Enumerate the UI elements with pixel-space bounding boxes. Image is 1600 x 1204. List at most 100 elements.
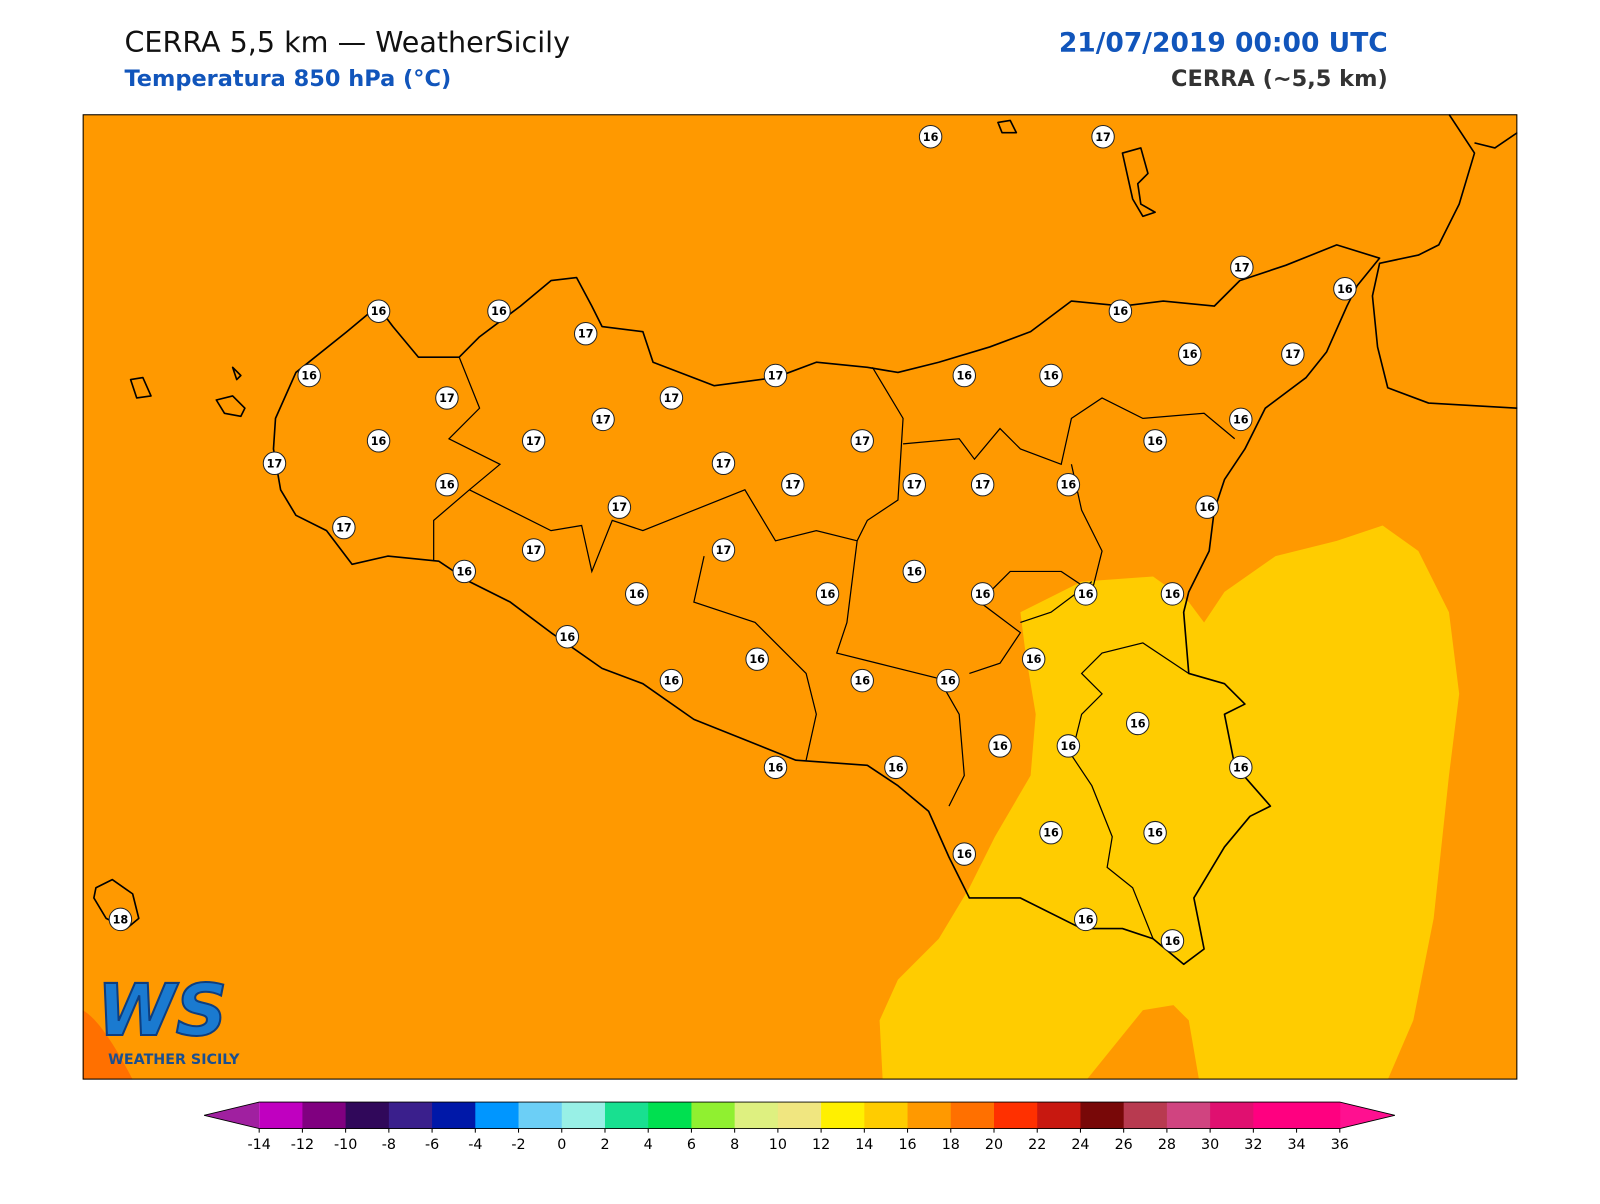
station-value: 17 (716, 457, 732, 470)
colorbar-segment (1210, 1102, 1254, 1129)
station-value: 17 (439, 392, 455, 405)
colorbar-tick-label: 18 (942, 1137, 960, 1153)
province-borders (433, 356, 1236, 940)
station-value: 16 (1043, 827, 1059, 840)
colorbar-tick-label: -2 (511, 1137, 525, 1153)
colorbar-segment (345, 1102, 390, 1129)
station-marker (763, 755, 788, 780)
station-marker (952, 842, 977, 866)
colorbar-segment (518, 1102, 563, 1129)
station-value: 16 (371, 305, 387, 318)
colorbar-segment (1296, 1102, 1341, 1129)
station-value: 16 (1061, 479, 1077, 492)
station-marker (1195, 495, 1219, 519)
colorbar-tick-label: 20 (985, 1137, 1003, 1153)
subtitle: Temperatura 850 hPa (°C) (124, 66, 451, 92)
colorbar-segment (302, 1102, 347, 1129)
station-value: 16 (820, 588, 836, 601)
colorbar-extend-high (1339, 1102, 1395, 1129)
station-value: 16 (940, 675, 956, 688)
station-marker (936, 668, 960, 693)
station-marker (711, 538, 736, 562)
field-18-20 (82, 1010, 133, 1080)
station-marker (435, 386, 459, 410)
colorbar-tick-label: 22 (1028, 1137, 1046, 1153)
station-value: 18 (113, 913, 129, 926)
colorbar-tick-label: 14 (855, 1137, 873, 1153)
station-value: 16 (629, 588, 645, 601)
station-value: 16 (439, 479, 455, 492)
station-marker (815, 582, 840, 606)
station-marker (850, 429, 874, 453)
colorbar-tick-label: -14 (248, 1137, 271, 1153)
station-marker (1039, 820, 1063, 845)
station-value: 16 (1199, 501, 1215, 514)
islands (93, 119, 1156, 930)
stations: 16 17 16 16 17 17 16 16 16 17 17 17 16 16 16 17 17 16 17 17… (108, 125, 1357, 953)
station-marker (902, 472, 927, 497)
station-marker (1333, 277, 1357, 301)
station-marker (970, 582, 995, 606)
colorbar-segment (1253, 1102, 1298, 1129)
station-value: 16 (1147, 435, 1163, 448)
station-marker (521, 429, 546, 453)
logo-caption: WEATHER SICILY (108, 1052, 240, 1068)
station-value: 17 (1285, 348, 1301, 361)
station-marker (555, 625, 580, 649)
station-marker (884, 755, 908, 780)
station-value: 16 (491, 305, 507, 318)
station-marker (332, 515, 356, 540)
station-marker (1126, 711, 1150, 736)
station-value: 17 (526, 435, 542, 448)
station-value: 17 (526, 544, 542, 557)
colorbar-tick-label: 12 (812, 1137, 830, 1153)
map (82, 114, 1518, 1080)
colorbar-segment (821, 1102, 865, 1129)
station-marker (659, 668, 684, 693)
station-marker (1021, 647, 1046, 671)
station-value: 16 (923, 131, 939, 144)
colorbar-segment (691, 1102, 736, 1129)
station-value: 17 (1234, 261, 1250, 274)
station-value: 16 (854, 675, 870, 688)
colorbar-tick-label: 10 (769, 1137, 787, 1153)
station-value: 16 (1061, 740, 1077, 753)
station-value: 16 (560, 631, 576, 644)
station-marker (1160, 929, 1185, 953)
station-marker (573, 321, 598, 346)
station-value: 16 (301, 370, 317, 383)
station-value: 17 (267, 457, 283, 470)
station-marker (1108, 299, 1133, 323)
station-value: 16 (992, 740, 1008, 753)
station-marker (659, 386, 684, 410)
colorbar-segment (1123, 1102, 1168, 1129)
sicily-coast (272, 244, 1381, 966)
station-value: 16 (664, 675, 680, 688)
colorbar-tick-label: -4 (468, 1137, 482, 1153)
station-value: 16 (768, 761, 784, 774)
station-marker (262, 451, 287, 475)
station-marker (1143, 429, 1167, 453)
station-marker (1178, 342, 1202, 366)
station-value: 17 (336, 522, 352, 535)
station-value: 17 (595, 413, 611, 426)
station-value: 16 (749, 653, 765, 666)
station-marker (625, 582, 649, 606)
station-marker (1160, 582, 1185, 606)
station-marker (850, 668, 874, 693)
station-value: 16 (1165, 935, 1181, 948)
colorbar-segment (1166, 1102, 1211, 1129)
station-marker (591, 407, 615, 432)
model: CERRA (~5,5 km) (1171, 66, 1388, 92)
calabria-coast (1371, 114, 1518, 409)
station-value: 16 (1233, 413, 1249, 426)
station-value: 16 (1078, 913, 1094, 926)
title: CERRA 5,5 km — WeatherSicily (124, 25, 570, 59)
station-marker (902, 559, 927, 584)
logo-mark: WS (97, 969, 227, 1052)
station-value: 16 (956, 370, 972, 383)
station-marker (1091, 125, 1115, 149)
station-value: 17 (716, 544, 732, 557)
colorbar-segment (864, 1102, 909, 1129)
